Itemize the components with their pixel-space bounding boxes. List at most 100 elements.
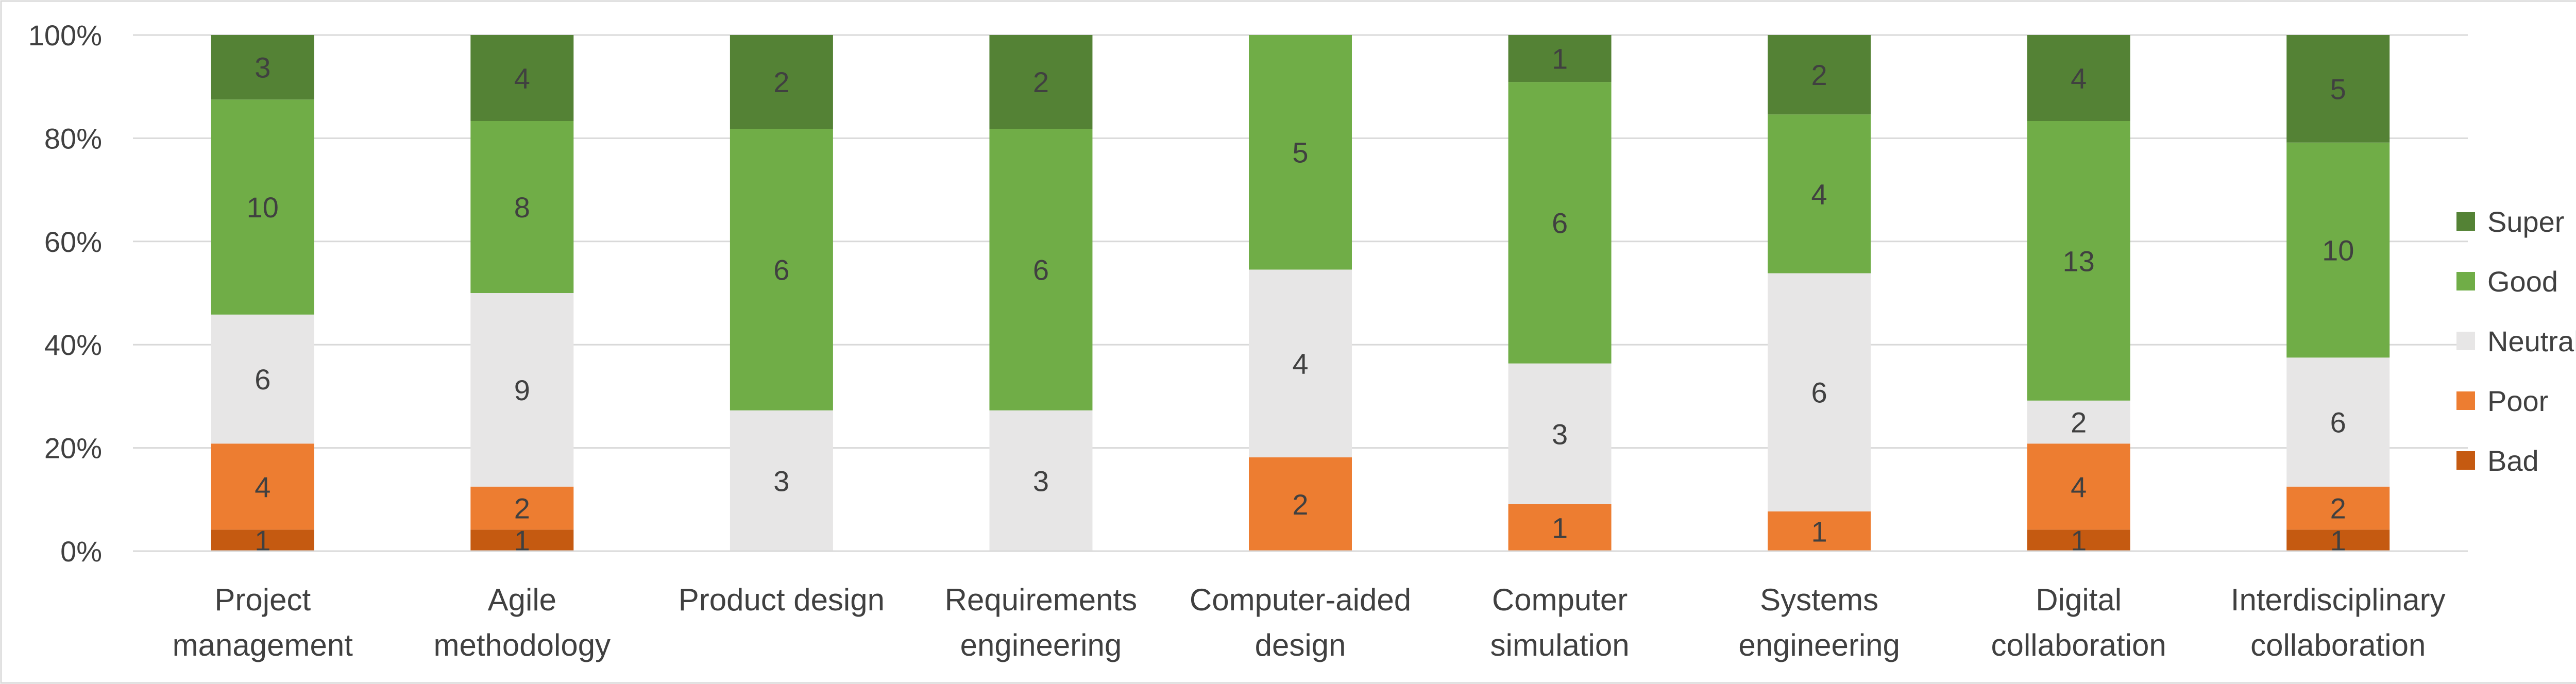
bar-segment-bad [2027,529,2130,551]
data-label-super: 2 [1811,59,1827,91]
x-category-label-line: Digital [2036,583,2122,617]
legend-label-neutral: Neutral [2487,325,2576,357]
y-tick-label: 60% [44,226,102,258]
x-category-label-line: Product design [679,583,885,617]
y-tick-label: 20% [44,432,102,465]
legend-swatch-super [2456,212,2475,231]
bar-segment-good [2286,142,2390,358]
data-label-super: 4 [514,62,530,95]
data-label-bad: 1 [255,524,270,557]
bar-segment-good [2027,121,2130,401]
y-tick-label: 40% [44,329,102,361]
bar-segment-bad [2286,529,2390,551]
x-category-label: Computer simulation [1490,583,1629,662]
data-label-good: 5 [1292,136,1308,169]
legend-swatch-bad [2456,451,2475,470]
x-category-label: Project management [173,583,353,662]
data-label-bad: 1 [2330,524,2346,557]
bar-segment-neutral [1508,363,1612,504]
x-category-label-line: design [1255,628,1346,662]
legend: Super Good Neutral Poor Bad [2456,206,2576,477]
y-tick-label: 0% [60,535,102,568]
bar-segment-good [1508,82,1612,364]
y-tick-label: 80% [44,122,102,155]
x-category-label: Agile methodology [434,583,611,662]
x-category-label: Computer-aided design [1190,583,1411,662]
data-label-neutral: 2 [2071,406,2087,439]
bar-segment-poor [470,486,574,530]
x-category-label-line: Systems [1760,583,1878,617]
bar-segment-good [470,121,574,293]
x-category-label-line: collaboration [2250,628,2426,662]
bar-segment-good [1768,114,1871,273]
x-category-label-line: Requirements [945,583,1138,617]
data-label-good: 13 [2063,245,2095,277]
bar-segment-neutral [730,410,833,551]
x-category-label-line: collaboration [1991,628,2166,662]
bar-segment-neutral [2027,400,2130,444]
data-label-poor: 2 [1292,488,1308,521]
y-tick-label: 100% [28,19,102,52]
data-label-poor: 4 [255,471,270,503]
bar-segment-neutral [211,314,314,444]
x-category-label-line: engineering [1738,628,1900,662]
legend-label-super: Super [2487,206,2564,238]
data-label-super: 1 [1552,43,1568,75]
bars [211,35,2390,551]
x-category-label: Requirements engineering [945,583,1138,662]
data-label-neutral: 6 [255,363,270,396]
data-label-poor: 2 [2330,492,2346,525]
data-label-poor: 1 [1811,515,1827,548]
data-label-super: 2 [1033,66,1049,98]
data-label-neutral: 3 [1033,465,1049,497]
data-label-neutral: 6 [1811,377,1827,409]
x-category-label-line: Project [214,583,311,617]
data-label-super: 2 [773,66,789,98]
bar-segment-good [989,129,1093,411]
bar-segment-neutral [1249,269,1352,457]
y-axis: 0% 20% 40% 60% 80% 100% [28,19,102,568]
data-label-good: 10 [247,191,279,224]
data-label-neutral: 6 [2330,406,2346,439]
data-label-good: 6 [773,253,789,286]
bar-segment-poor [211,443,314,530]
data-label-good: 6 [1552,207,1568,239]
bar-segment-super [470,35,574,121]
data-label-super: 5 [2330,73,2346,105]
bar-segment-good [730,129,833,411]
legend-label-good: Good [2487,265,2558,298]
data-label-neutral: 4 [1292,348,1308,380]
x-category-label: Systems engineering [1738,583,1900,662]
bar-segment-super [730,35,833,129]
bar-segment-poor [1249,457,1352,551]
x-category-label: Interdisciplinary collaboration [2231,583,2446,662]
legend-label-poor: Poor [2487,385,2548,417]
data-label-good: 6 [1033,253,1049,286]
bar-segment-super [1508,35,1612,82]
bar-segment-super [211,35,314,100]
data-label-poor: 2 [514,492,530,525]
data-label-good: 8 [514,191,530,224]
legend-label-bad: Bad [2487,444,2539,477]
bar-segment-neutral [470,293,574,487]
data-label-neutral: 3 [1552,418,1568,450]
bar-segment-super [989,35,1093,129]
bar-segment-super [2286,35,2390,143]
bar-segment-poor [1768,511,1871,551]
x-category-label: Product design [679,583,885,617]
bar-segment-poor [2027,443,2130,530]
data-label-poor: 4 [2071,471,2087,503]
x-category-label-line: simulation [1490,628,1629,662]
legend-swatch-good [2456,272,2475,290]
bar-segment-poor [2286,486,2390,530]
data-label-bad: 1 [2071,524,2087,557]
x-category-label-line: engineering [960,628,1122,662]
legend-swatch-poor [2456,391,2475,410]
x-category-label-line: Computer [1492,583,1628,617]
data-label-poor: 1 [1552,511,1568,544]
bar-segment-super [2027,35,2130,121]
data-label-super: 3 [255,52,270,84]
x-category-label-line: Interdisciplinary [2231,583,2446,617]
bar-segment-bad [211,529,314,551]
